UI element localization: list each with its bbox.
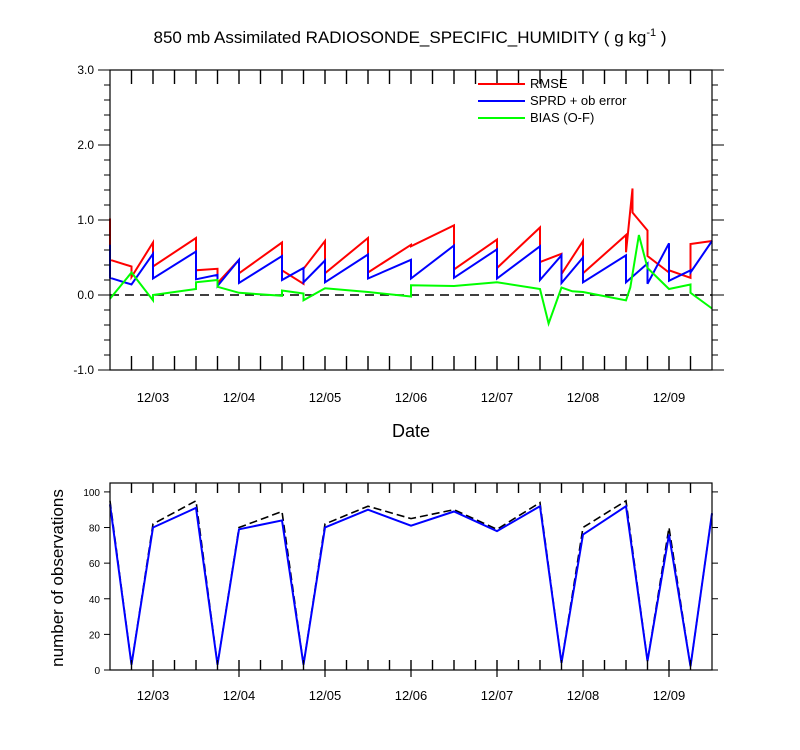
top-panel-x-ticks: 12/03 12/04 12/05 12/06 12/07 12/08 12/09 — [130, 70, 692, 405]
top-panel-series — [109, 188, 713, 327]
y-axis-label-observations: number of observations — [48, 489, 67, 667]
x-tick-label: 12/08 — [567, 688, 600, 703]
x-tick-label: 12/04 — [223, 688, 256, 703]
x-tick-label: 12/03 — [137, 390, 170, 405]
series-line-sprd-ob-error — [109, 240, 713, 289]
y-tick-label: 0 — [94, 666, 100, 677]
x-tick-label: 12/06 — [395, 688, 428, 703]
top-panel-y-ticks: -1.0 0.0 1.0 2.0 3.0 — [73, 63, 724, 377]
series-line-observations-assimilated — [109, 504, 713, 667]
y-tick-label: 0.0 — [77, 288, 94, 302]
x-tick-label: 12/03 — [137, 688, 170, 703]
y-tick-label: 60 — [89, 559, 101, 570]
x-tick-label: 12/07 — [481, 390, 514, 405]
legend-label-sprd: SPRD + ob error — [530, 93, 627, 108]
y-tick-label: 100 — [83, 488, 100, 499]
x-tick-label: 12/06 — [395, 390, 428, 405]
x-tick-label: 12/04 — [223, 390, 256, 405]
x-tick-label: 12/05 — [309, 688, 342, 703]
y-tick-label: 3.0 — [77, 63, 94, 77]
y-tick-label: 80 — [89, 524, 101, 535]
bottom-panel-frame — [109, 482, 713, 671]
x-tick-label: 12/07 — [481, 688, 514, 703]
x-axis-label: Date — [392, 421, 430, 441]
x-tick-label: 12/05 — [309, 390, 342, 405]
y-tick-label: 40 — [89, 595, 101, 606]
legend-label-bias: BIAS (O-F) — [530, 110, 594, 125]
x-tick-label: 12/09 — [653, 688, 686, 703]
y-tick-label: -1.0 — [73, 363, 94, 377]
bottom-panel-y-ticks: 0 20 40 60 80 100 — [83, 488, 718, 677]
chart-title: 850 mb Assimilated RADIOSONDE_SPECIFIC_H… — [154, 27, 667, 47]
y-tick-label: 1.0 — [77, 213, 94, 227]
legend: RMSE SPRD + ob error BIAS (O-F) — [478, 76, 627, 125]
bottom-panel-x-ticks: 12/03 12/04 12/05 12/06 12/07 12/08 12/09 — [130, 483, 692, 703]
x-tick-label: 12/09 — [653, 390, 686, 405]
y-tick-label: 2.0 — [77, 138, 94, 152]
y-tick-label: 20 — [89, 630, 101, 641]
series-line-bias-o-f — [109, 234, 713, 327]
bottom-panel-series — [109, 499, 713, 667]
legend-label-rmse: RMSE — [530, 76, 568, 91]
top-panel-frame — [109, 69, 713, 371]
x-tick-label: 12/08 — [567, 390, 600, 405]
